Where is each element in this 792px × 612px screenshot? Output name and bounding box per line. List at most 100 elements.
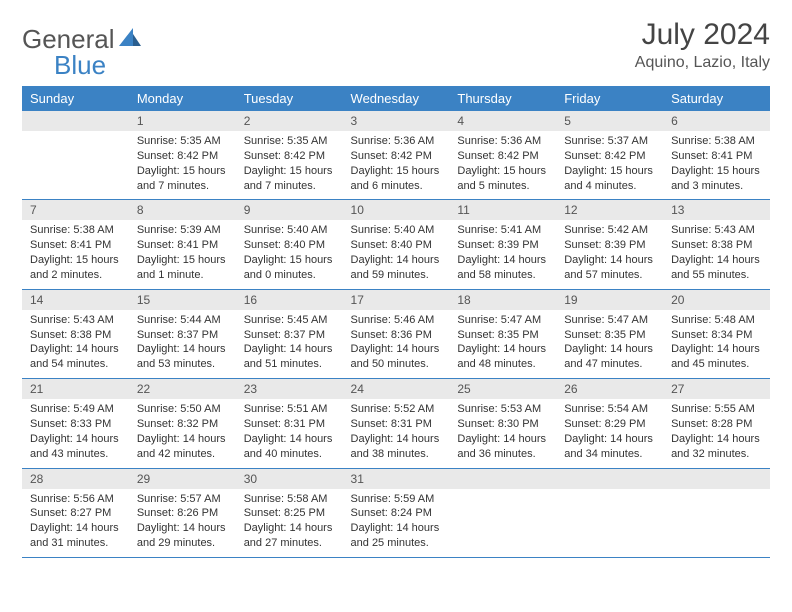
calendar-cell: 11Sunrise: 5:41 AMSunset: 8:39 PMDayligh…	[449, 200, 556, 289]
day-content: Sunrise: 5:39 AMSunset: 8:41 PMDaylight:…	[129, 220, 236, 288]
day-content: Sunrise: 5:43 AMSunset: 8:38 PMDaylight:…	[22, 310, 129, 378]
sunset-line: Sunset: 8:27 PM	[30, 506, 121, 521]
sunset-line: Sunset: 8:28 PM	[671, 417, 762, 432]
calendar-cell: 5Sunrise: 5:37 AMSunset: 8:42 PMDaylight…	[556, 111, 663, 200]
sunset-line: Sunset: 8:39 PM	[457, 238, 548, 253]
day-header: Thursday	[449, 86, 556, 111]
day-content: Sunrise: 5:52 AMSunset: 8:31 PMDaylight:…	[343, 399, 450, 467]
sunrise-line: Sunrise: 5:43 AM	[30, 313, 121, 328]
day-number: 19	[556, 290, 663, 310]
calendar-cell: 14Sunrise: 5:43 AMSunset: 8:38 PMDayligh…	[22, 289, 129, 378]
logo-triangle-icon	[119, 28, 141, 51]
sunset-line: Sunset: 8:38 PM	[30, 328, 121, 343]
day-number: 25	[449, 379, 556, 399]
sunrise-line: Sunrise: 5:57 AM	[137, 492, 228, 507]
daylight-line: Daylight: 14 hours and 43 minutes.	[30, 432, 121, 462]
calendar-cell: 15Sunrise: 5:44 AMSunset: 8:37 PMDayligh…	[129, 289, 236, 378]
daylight-line: Daylight: 14 hours and 38 minutes.	[351, 432, 442, 462]
calendar-body: 1Sunrise: 5:35 AMSunset: 8:42 PMDaylight…	[22, 111, 770, 557]
day-number: 30	[236, 469, 343, 489]
daylight-line: Daylight: 14 hours and 58 minutes.	[457, 253, 548, 283]
day-content: Sunrise: 5:44 AMSunset: 8:37 PMDaylight:…	[129, 310, 236, 378]
sunset-line: Sunset: 8:42 PM	[564, 149, 655, 164]
daylight-line: Daylight: 14 hours and 42 minutes.	[137, 432, 228, 462]
month-title: July 2024	[635, 18, 770, 52]
calendar-cell: 30Sunrise: 5:58 AMSunset: 8:25 PMDayligh…	[236, 468, 343, 557]
calendar-cell: 27Sunrise: 5:55 AMSunset: 8:28 PMDayligh…	[663, 379, 770, 468]
sunrise-line: Sunrise: 5:39 AM	[137, 223, 228, 238]
daylight-line: Daylight: 14 hours and 51 minutes.	[244, 342, 335, 372]
sunrise-line: Sunrise: 5:40 AM	[351, 223, 442, 238]
sunset-line: Sunset: 8:38 PM	[671, 238, 762, 253]
day-content: Sunrise: 5:46 AMSunset: 8:36 PMDaylight:…	[343, 310, 450, 378]
sunrise-line: Sunrise: 5:45 AM	[244, 313, 335, 328]
calendar-cell: 22Sunrise: 5:50 AMSunset: 8:32 PMDayligh…	[129, 379, 236, 468]
daylight-line: Daylight: 15 hours and 2 minutes.	[30, 253, 121, 283]
daylight-line: Daylight: 14 hours and 50 minutes.	[351, 342, 442, 372]
calendar-cell: 10Sunrise: 5:40 AMSunset: 8:40 PMDayligh…	[343, 200, 450, 289]
calendar-cell: 24Sunrise: 5:52 AMSunset: 8:31 PMDayligh…	[343, 379, 450, 468]
sunrise-line: Sunrise: 5:56 AM	[30, 492, 121, 507]
sunrise-line: Sunrise: 5:59 AM	[351, 492, 442, 507]
day-number: 8	[129, 200, 236, 220]
day-content: Sunrise: 5:40 AMSunset: 8:40 PMDaylight:…	[236, 220, 343, 288]
day-number: 20	[663, 290, 770, 310]
calendar-cell: 6Sunrise: 5:38 AMSunset: 8:41 PMDaylight…	[663, 111, 770, 200]
sunset-line: Sunset: 8:40 PM	[351, 238, 442, 253]
day-number: 31	[343, 469, 450, 489]
calendar-cell: 21Sunrise: 5:49 AMSunset: 8:33 PMDayligh…	[22, 379, 129, 468]
calendar-cell	[663, 468, 770, 557]
sunrise-line: Sunrise: 5:46 AM	[351, 313, 442, 328]
sunset-line: Sunset: 8:42 PM	[351, 149, 442, 164]
calendar-cell: 3Sunrise: 5:36 AMSunset: 8:42 PMDaylight…	[343, 111, 450, 200]
daylight-line: Daylight: 15 hours and 7 minutes.	[244, 164, 335, 194]
day-number: 4	[449, 111, 556, 131]
daylight-line: Daylight: 14 hours and 55 minutes.	[671, 253, 762, 283]
daylight-line: Daylight: 15 hours and 5 minutes.	[457, 164, 548, 194]
day-content: Sunrise: 5:59 AMSunset: 8:24 PMDaylight:…	[343, 489, 450, 557]
day-content: Sunrise: 5:35 AMSunset: 8:42 PMDaylight:…	[236, 131, 343, 199]
calendar-cell: 4Sunrise: 5:36 AMSunset: 8:42 PMDaylight…	[449, 111, 556, 200]
daylight-line: Daylight: 14 hours and 57 minutes.	[564, 253, 655, 283]
daylight-line: Daylight: 15 hours and 3 minutes.	[671, 164, 762, 194]
daylight-line: Daylight: 14 hours and 40 minutes.	[244, 432, 335, 462]
daylight-line: Daylight: 15 hours and 0 minutes.	[244, 253, 335, 283]
day-number: 1	[129, 111, 236, 131]
calendar-cell: 9Sunrise: 5:40 AMSunset: 8:40 PMDaylight…	[236, 200, 343, 289]
calendar-cell: 20Sunrise: 5:48 AMSunset: 8:34 PMDayligh…	[663, 289, 770, 378]
day-content: Sunrise: 5:48 AMSunset: 8:34 PMDaylight:…	[663, 310, 770, 378]
sunrise-line: Sunrise: 5:58 AM	[244, 492, 335, 507]
daylight-line: Daylight: 14 hours and 27 minutes.	[244, 521, 335, 551]
calendar-cell: 1Sunrise: 5:35 AMSunset: 8:42 PMDaylight…	[129, 111, 236, 200]
day-content: Sunrise: 5:53 AMSunset: 8:30 PMDaylight:…	[449, 399, 556, 467]
calendar-head: SundayMondayTuesdayWednesdayThursdayFrid…	[22, 86, 770, 111]
daylight-line: Daylight: 14 hours and 53 minutes.	[137, 342, 228, 372]
header: General July 2024 Aquino, Lazio, Italy	[22, 18, 770, 72]
sunrise-line: Sunrise: 5:35 AM	[244, 134, 335, 149]
day-content: Sunrise: 5:56 AMSunset: 8:27 PMDaylight:…	[22, 489, 129, 557]
sunrise-line: Sunrise: 5:47 AM	[457, 313, 548, 328]
calendar-cell: 25Sunrise: 5:53 AMSunset: 8:30 PMDayligh…	[449, 379, 556, 468]
day-content: Sunrise: 5:49 AMSunset: 8:33 PMDaylight:…	[22, 399, 129, 467]
logo-text-blue: Blue	[54, 50, 106, 81]
daylight-line: Daylight: 14 hours and 25 minutes.	[351, 521, 442, 551]
day-number: 17	[343, 290, 450, 310]
sunrise-line: Sunrise: 5:43 AM	[671, 223, 762, 238]
calendar-cell	[22, 111, 129, 200]
sunset-line: Sunset: 8:31 PM	[244, 417, 335, 432]
sunset-line: Sunset: 8:35 PM	[457, 328, 548, 343]
sunset-line: Sunset: 8:41 PM	[671, 149, 762, 164]
day-content: Sunrise: 5:42 AMSunset: 8:39 PMDaylight:…	[556, 220, 663, 288]
sunset-line: Sunset: 8:33 PM	[30, 417, 121, 432]
day-content: Sunrise: 5:47 AMSunset: 8:35 PMDaylight:…	[449, 310, 556, 378]
day-number: 13	[663, 200, 770, 220]
calendar-cell: 19Sunrise: 5:47 AMSunset: 8:35 PMDayligh…	[556, 289, 663, 378]
day-number: 16	[236, 290, 343, 310]
daylight-line: Daylight: 14 hours and 48 minutes.	[457, 342, 548, 372]
daylight-line: Daylight: 14 hours and 36 minutes.	[457, 432, 548, 462]
sunrise-line: Sunrise: 5:54 AM	[564, 402, 655, 417]
day-number: 5	[556, 111, 663, 131]
sunset-line: Sunset: 8:30 PM	[457, 417, 548, 432]
daylight-line: Daylight: 15 hours and 1 minute.	[137, 253, 228, 283]
sunset-line: Sunset: 8:32 PM	[137, 417, 228, 432]
